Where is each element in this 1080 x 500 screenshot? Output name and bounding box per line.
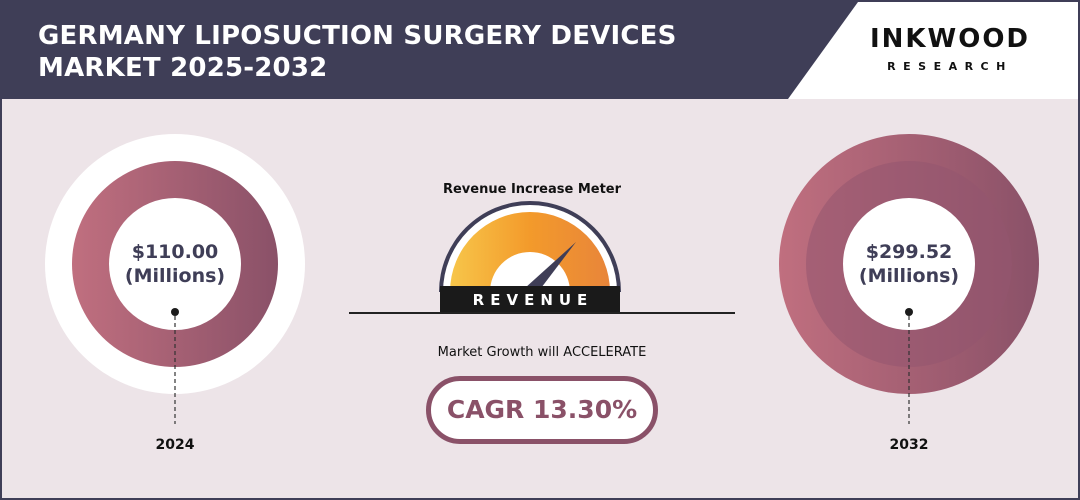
meter-title: Revenue Increase Meter: [442, 182, 622, 197]
circle-2032: [779, 134, 1039, 394]
circle-2024: [45, 134, 305, 394]
title-line-1: GERMANY LIPOSUCTION SURGERY DEVICES: [38, 21, 677, 51]
gauge-hub: [490, 252, 570, 292]
brand-logo-name: INKWOOD: [869, 24, 1031, 54]
connector-dot-2032: [905, 308, 913, 316]
cagr-badge: CAGR 13.30%: [426, 376, 658, 444]
revenue-gauge: REVENUE: [439, 201, 621, 312]
gauge-needle: [525, 242, 576, 296]
value-label-2032: $299.52: [866, 241, 953, 263]
unit-label-2024: (Millions): [125, 265, 225, 287]
inner-disc-2032: [843, 198, 975, 330]
gauge-label-plate: [440, 286, 620, 312]
growth-text: Market Growth will ACCELERATE: [437, 345, 647, 360]
unit-label-2032: (Millions): [859, 265, 959, 287]
gauge-label: REVENUE: [473, 291, 594, 309]
page-title: GERMANY LIPOSUCTION SURGERY DEVICES MARK…: [38, 20, 677, 84]
inner-disc-2024: [109, 198, 241, 330]
year-label-2024: 2024: [156, 437, 195, 453]
value-label-2024: $110.00: [132, 241, 219, 263]
year-label-2032: 2032: [890, 437, 929, 453]
brand-logo-sub: RESEARCH: [887, 60, 1013, 73]
title-line-2: MARKET 2025-2032: [38, 53, 328, 83]
connector-dot-2024: [171, 308, 179, 316]
